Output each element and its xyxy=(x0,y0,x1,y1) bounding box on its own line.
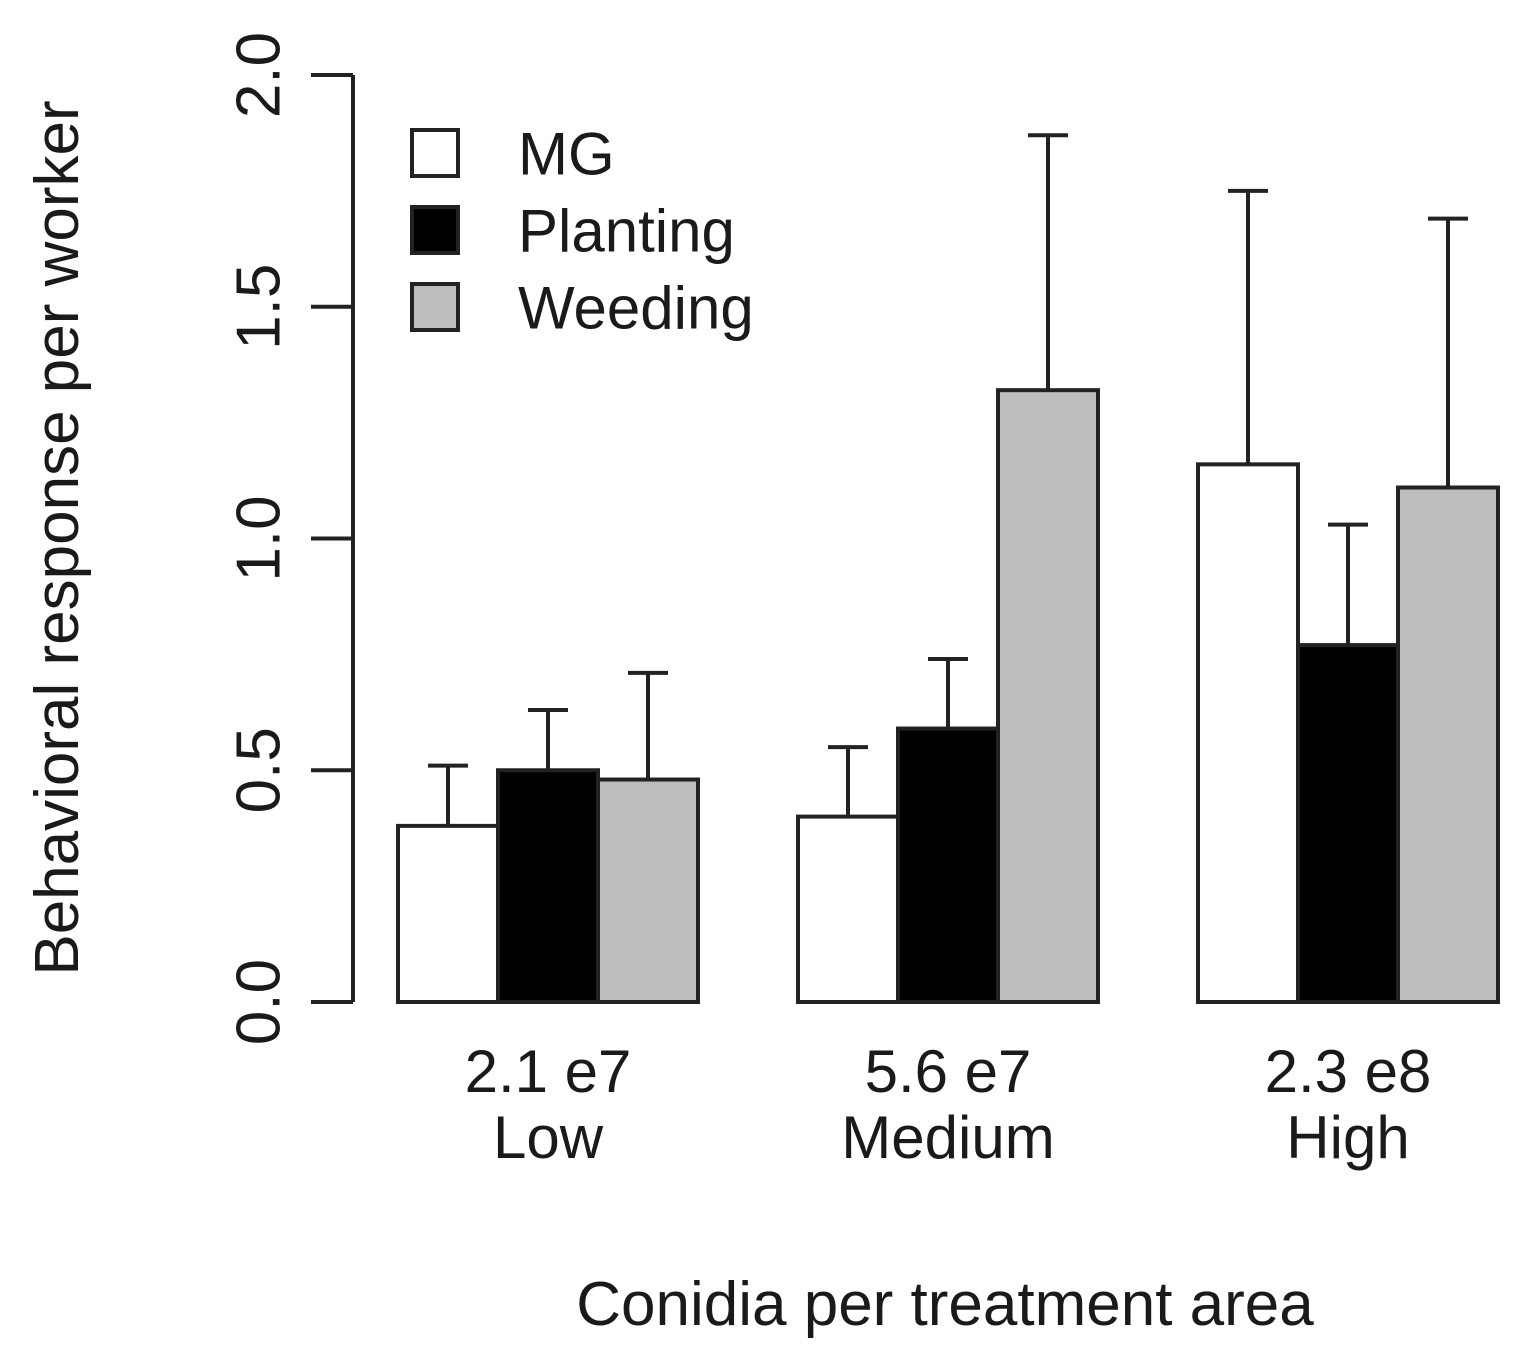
y-axis-ticks: 0.0 0.5 1.0 1.5 2.0 xyxy=(225,32,353,1045)
legend: MG Planting Weeding xyxy=(410,121,754,342)
x-group-level-label: High xyxy=(1286,1104,1409,1171)
bar-planting-high xyxy=(1296,643,1400,1004)
legend-label-mg: MG xyxy=(518,121,615,188)
y-tick-label: 0.5 xyxy=(225,727,294,813)
bar-planting-medium xyxy=(896,726,1000,1004)
y-axis-title: Behavioral response per worker xyxy=(23,100,92,975)
legend-swatch-planting xyxy=(410,205,460,255)
bar-weeding-low xyxy=(596,777,700,1005)
x-group-value-label: 2.3 e8 xyxy=(1265,1038,1432,1105)
legend-label-planting: Planting xyxy=(518,198,735,265)
legend-swatch-weeding xyxy=(410,282,460,332)
bar-mg-medium xyxy=(796,814,900,1004)
y-tick-label: 2.0 xyxy=(225,32,294,118)
legend-swatch-mg xyxy=(410,128,460,178)
bar-mg-low xyxy=(396,823,500,1004)
error-bars-layer xyxy=(428,133,1468,826)
x-axis-title: Conidia per treatment area xyxy=(576,1270,1314,1339)
y-tick-label: 0.0 xyxy=(225,959,294,1045)
legend-label-weeding: Weeding xyxy=(518,275,754,342)
x-group-value-label: 2.1 e7 xyxy=(465,1038,632,1105)
x-group-value-label: 5.6 e7 xyxy=(865,1038,1032,1105)
y-tick-label: 1.5 xyxy=(225,264,294,350)
bar-weeding-medium xyxy=(996,388,1100,1004)
x-group-level-label: Low xyxy=(493,1104,604,1171)
bar-mg-high xyxy=(1196,462,1300,1004)
y-tick-label: 1.0 xyxy=(225,495,294,581)
bar-weeding-high xyxy=(1396,485,1500,1004)
bar-planting-low xyxy=(496,768,600,1004)
x-group-level-label: Medium xyxy=(841,1104,1054,1171)
